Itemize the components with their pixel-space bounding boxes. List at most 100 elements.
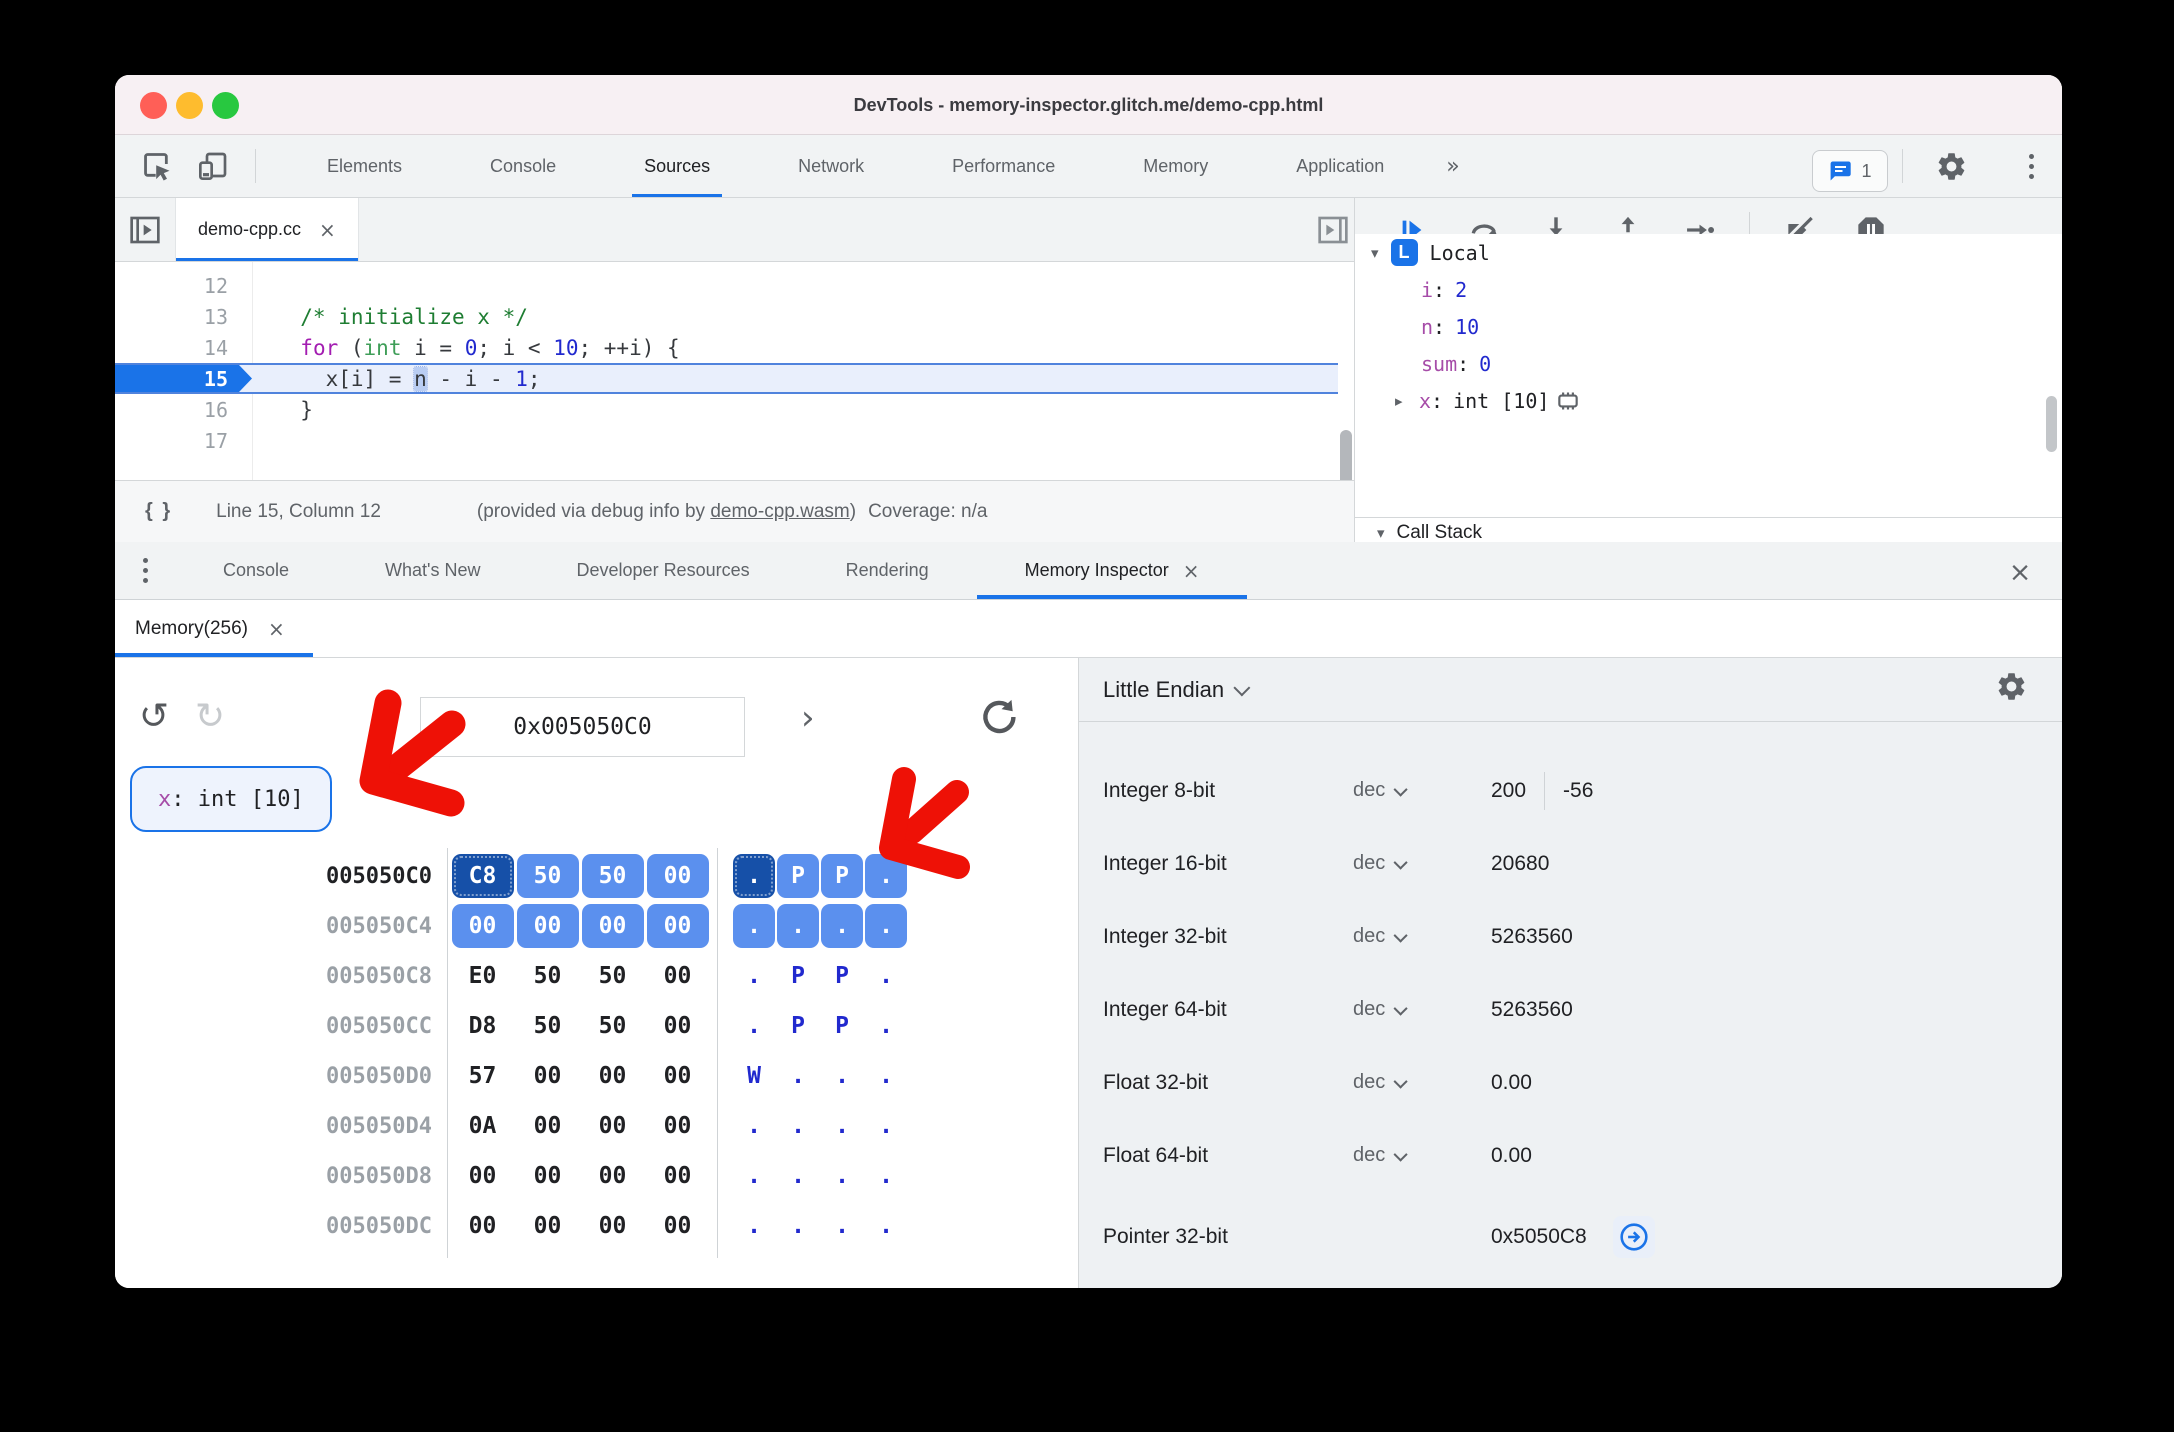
ascii-cell[interactable]: . (791, 1213, 805, 1239)
hex-byte-cell[interactable]: 00 (663, 1113, 692, 1139)
call-stack-section-header[interactable]: ▾ Call Stack (1355, 517, 2062, 542)
line-number-17[interactable]: 17 (203, 428, 228, 453)
ascii-cell[interactable]: P (791, 963, 805, 989)
drawer-tab-rendering[interactable]: Rendering (798, 542, 977, 599)
issues-counter-button[interactable]: 1 (1812, 150, 1888, 192)
ascii-cell[interactable]: P (835, 963, 849, 989)
address-input[interactable]: 0x005050C0 (420, 697, 745, 757)
ascii-cell[interactable]: P (791, 1013, 805, 1039)
format-select[interactable]: dec (1353, 1071, 1491, 1094)
show-navigator-icon[interactable] (127, 213, 163, 247)
ascii-cell[interactable]: . (791, 1163, 805, 1189)
ascii-cell[interactable]: . (821, 904, 863, 948)
memory-buffer-tab[interactable]: Memory(256) × (115, 600, 313, 657)
ascii-cell[interactable]: . (879, 1213, 893, 1239)
scope-variable-n[interactable]: n:10 (1355, 308, 2062, 345)
ascii-cell[interactable]: P (777, 854, 819, 898)
ascii-cell[interactable]: . (747, 1113, 761, 1139)
device-toolbar-icon[interactable] (193, 146, 233, 186)
close-memory-tab-icon[interactable]: × (267, 616, 285, 641)
ascii-cell[interactable]: P (821, 854, 863, 898)
drawer-tab-memory-inspector[interactable]: Memory Inspector × (976, 542, 1248, 599)
refresh-memory-icon[interactable] (977, 696, 1019, 743)
step-button[interactable] (1683, 213, 1717, 247)
close-file-tab-icon[interactable]: × (319, 217, 336, 242)
hex-byte-cell[interactable]: 00 (598, 1213, 627, 1239)
hex-byte-cell[interactable]: 00 (663, 1213, 692, 1239)
hex-byte-cell[interactable]: C8 (451, 854, 514, 898)
line-number-12[interactable]: 12 (203, 273, 228, 298)
ascii-cell[interactable]: . (733, 854, 775, 898)
hex-byte-cell[interactable]: 57 (468, 1063, 497, 1089)
zoom-window-button[interactable] (212, 92, 239, 119)
editor-scrollbar-thumb[interactable] (1340, 430, 1352, 480)
expand-triangle-icon[interactable]: ▸ (1395, 391, 1403, 410)
ascii-cell[interactable]: . (747, 963, 761, 989)
ascii-cell[interactable]: . (835, 1063, 849, 1089)
highlighted-variable-chip[interactable]: x : int [10] (130, 766, 332, 832)
hex-byte-cell[interactable]: 00 (581, 904, 644, 948)
format-select[interactable]: dec (1353, 998, 1491, 1021)
hex-byte-cell[interactable]: 00 (646, 904, 709, 948)
scope-variable-sum[interactable]: sum:0 (1355, 345, 2062, 382)
hex-byte-cell[interactable]: 50 (581, 854, 644, 898)
hex-byte-cell[interactable]: D8 (468, 1013, 497, 1039)
undo-navigation-icon[interactable]: ↺ (139, 696, 170, 737)
ascii-cell[interactable]: . (879, 963, 893, 989)
tab-sources[interactable]: Sources (600, 135, 754, 197)
inspect-element-icon[interactable] (137, 146, 177, 186)
format-select[interactable]: dec (1353, 852, 1491, 875)
hex-byte-cell[interactable]: 00 (468, 1213, 497, 1239)
ascii-cell[interactable]: . (835, 1113, 849, 1139)
settings-gear-icon[interactable] (1931, 146, 1971, 186)
hex-byte-cell[interactable]: 00 (468, 1163, 497, 1189)
drawer-menu-icon[interactable] (115, 542, 175, 599)
jump-to-pointer-button[interactable] (1612, 1215, 1655, 1258)
ascii-cell[interactable]: . (879, 1063, 893, 1089)
ascii-cell[interactable]: . (747, 1013, 761, 1039)
tab-elements[interactable]: Elements (327, 155, 403, 176)
hex-byte-cell[interactable]: E0 (468, 963, 497, 989)
ascii-cell[interactable]: . (865, 854, 907, 898)
interpretation-settings-gear-icon[interactable] (1995, 670, 2028, 709)
next-page-icon[interactable]: › (801, 698, 815, 738)
close-window-button[interactable] (140, 92, 167, 119)
format-select[interactable]: dec (1353, 925, 1491, 948)
hex-byte-cell[interactable]: 00 (533, 1163, 562, 1189)
open-memory-inspector-icon[interactable] (1555, 388, 1581, 414)
drawer-tab-console[interactable]: Console (175, 542, 337, 599)
ascii-cell[interactable]: . (835, 1163, 849, 1189)
close-drawer-icon[interactable]: × (2008, 556, 2032, 588)
tab-memory[interactable]: Memory (1143, 155, 1209, 176)
hex-byte-cell[interactable]: 50 (598, 963, 627, 989)
more-tabs-icon[interactable]: » (1446, 153, 1460, 179)
ascii-cell[interactable]: . (835, 1213, 849, 1239)
ascii-cell[interactable]: . (777, 904, 819, 948)
hide-debugger-panel-icon[interactable] (1315, 213, 1351, 247)
ascii-cell[interactable]: . (791, 1063, 805, 1089)
hex-byte-cell[interactable]: 50 (533, 963, 562, 989)
line-number-14[interactable]: 14 (203, 335, 228, 360)
ascii-cell[interactable]: . (879, 1113, 893, 1139)
ascii-cell[interactable]: . (879, 1163, 893, 1189)
scope-local-row[interactable]: ▾ L Local (1355, 234, 2062, 271)
ascii-cell[interactable]: W (747, 1063, 761, 1089)
hex-byte-cell[interactable]: 00 (533, 1113, 562, 1139)
ascii-cell[interactable]: . (747, 1213, 761, 1239)
scope-variable-i[interactable]: i:2 (1355, 271, 2062, 308)
hex-byte-cell[interactable]: 50 (516, 854, 579, 898)
tab-network[interactable]: Network (798, 155, 865, 176)
tab-console[interactable]: Console (490, 155, 557, 176)
endianness-select[interactable]: Little Endian (1103, 676, 1225, 702)
hex-byte-cell[interactable]: 00 (663, 963, 692, 989)
wasm-link[interactable]: demo-cpp.wasm (710, 500, 850, 522)
hex-byte-cell[interactable]: 00 (598, 1163, 627, 1189)
hex-byte-cell[interactable]: 00 (533, 1213, 562, 1239)
ascii-cell[interactable]: . (865, 904, 907, 948)
ascii-cell[interactable]: P (835, 1013, 849, 1039)
file-tab-demo-cpp[interactable]: demo-cpp.cc × (175, 198, 359, 261)
format-select[interactable]: dec (1353, 1144, 1491, 1167)
minimize-window-button[interactable] (176, 92, 203, 119)
hex-byte-cell[interactable]: 00 (516, 904, 579, 948)
